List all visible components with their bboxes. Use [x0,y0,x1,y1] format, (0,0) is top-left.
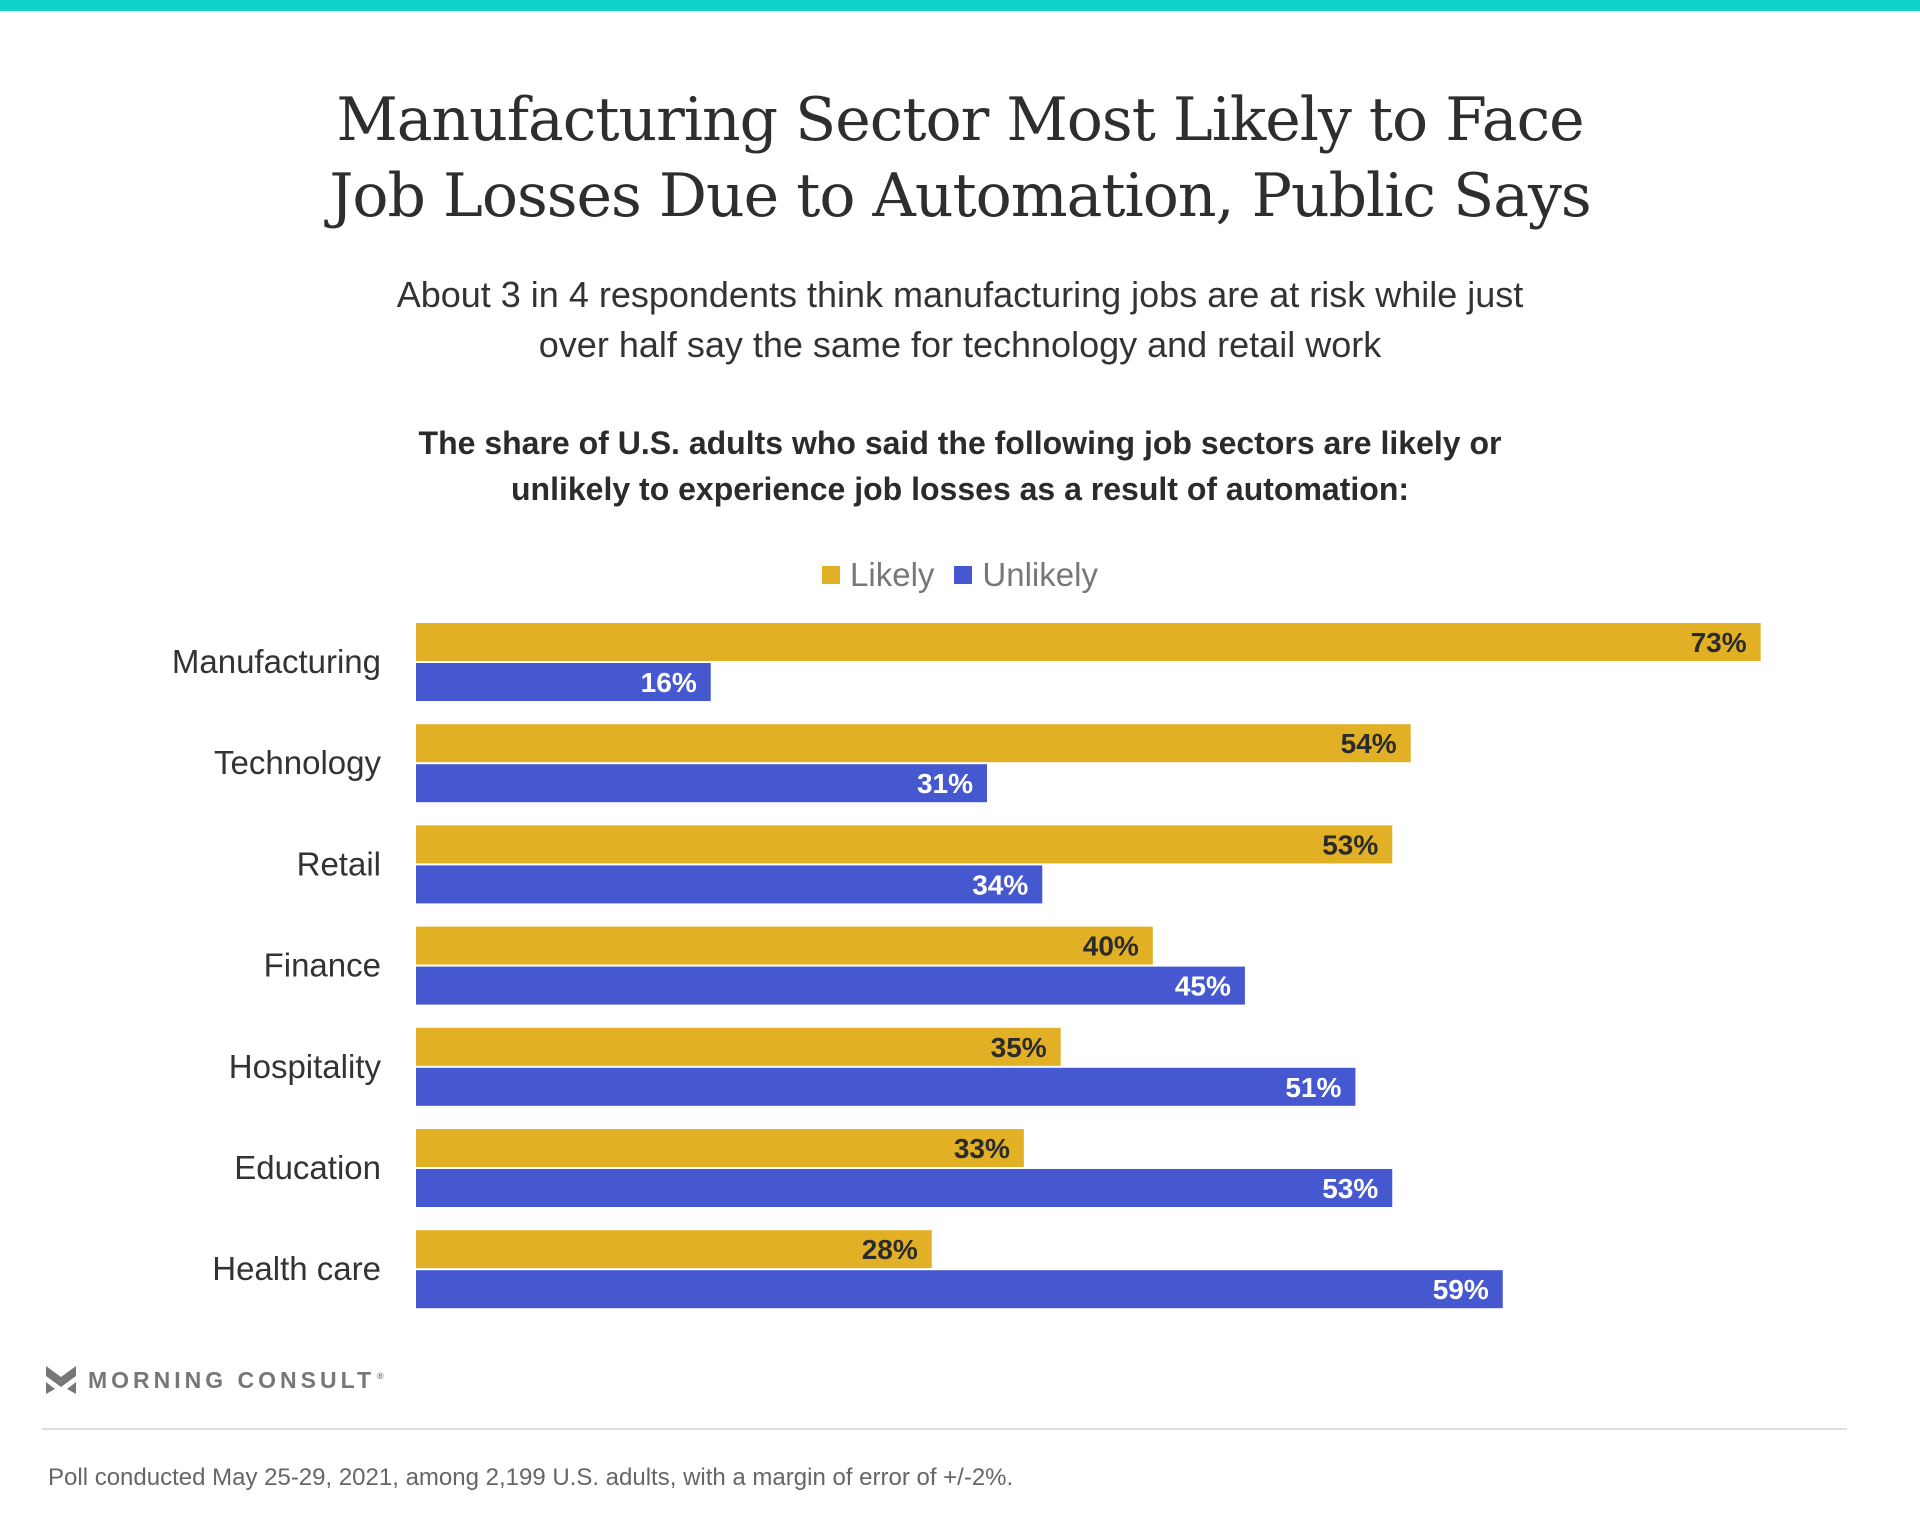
value-label-retail-likely: 53% [1322,829,1378,860]
value-label-hospitality-likely: 35% [991,1032,1047,1063]
legend-label-likely: Likely [850,556,935,593]
value-label-finance-likely: 40% [1083,931,1139,962]
category-label-education: Education [234,1149,381,1186]
chart-subtitle-line-2: over half say the same for technology an… [538,324,1382,365]
bar-finance-unlikely [416,966,1245,1005]
chart-question: The share of U.S. adults who said the fo… [0,420,1920,512]
legend-swatch-unlikely [954,566,973,584]
bar-retail-likely [416,825,1393,864]
value-label-finance-unlikely: 45% [1175,971,1231,1002]
chart-title-line-2: Job Losses Due to Automation, Public Say… [329,161,1591,231]
legend-swatch-likely [822,566,841,584]
category-label-health-care: Health care [212,1250,381,1287]
bar-education-unlikely [416,1169,1393,1207]
bar-education-likely [416,1129,1024,1167]
value-label-manufacturing-unlikely: 16% [641,667,697,698]
value-label-health-care-unlikely: 59% [1433,1274,1489,1305]
bar-hospitality-unlikely [416,1067,1356,1106]
brand-name: MORNING CONSULT ® [88,1367,384,1394]
bar-hospitality-likely [416,1027,1061,1066]
value-label-hospitality-unlikely: 51% [1285,1072,1341,1103]
bar-manufacturing-unlikely [416,663,711,701]
category-label-technology: Technology [214,744,381,781]
brand-name-text: MORNING CONSULT [88,1366,376,1393]
bar-health-care-unlikely [416,1270,1503,1309]
value-label-technology-likely: 54% [1341,728,1397,759]
value-label-health-care-likely: 28% [862,1234,918,1265]
legend-item-likely: Likely [822,556,934,594]
bar-retail-unlikely [416,865,1043,904]
category-label-hospitality: Hospitality [229,1048,382,1085]
legend-label-unlikely: Unlikely [982,556,1098,593]
legend: Likely Unlikely [0,555,1920,595]
value-label-education-likely: 33% [954,1133,1010,1164]
registered-mark: ® [377,1370,384,1381]
bar-manufacturing-likely [416,623,1761,661]
chart-question-line-1: The share of U.S. adults who said the fo… [418,425,1502,461]
brand-logo: MORNING CONSULT ® [46,1364,384,1396]
chart-question-line-2: unlikely to experience job losses as a r… [510,471,1410,507]
bar-technology-unlikely [416,764,988,803]
chart-title: Manufacturing Sector Most Likely to Face… [0,82,1920,234]
value-label-education-unlikely: 53% [1322,1173,1378,1204]
top-accent-bar [0,0,1920,11]
chart-subtitle: About 3 in 4 respondents think manufactu… [0,270,1920,370]
bar-finance-likely [416,926,1153,965]
chart-subtitle-line-1: About 3 in 4 respondents think manufactu… [396,274,1524,315]
category-label-finance: Finance [264,947,381,984]
footnote: Poll conducted May 25-29, 2021, among 2,… [48,1464,1014,1491]
morning-consult-logo-icon [46,1366,76,1394]
footer-divider [42,1428,1847,1430]
bar-technology-likely [416,724,1411,763]
value-label-technology-unlikely: 31% [917,768,973,799]
category-label-retail: Retail [297,845,381,882]
value-label-retail-unlikely: 34% [972,869,1028,900]
bar-health-care-likely [416,1230,932,1269]
legend-item-unlikely: Unlikely [954,556,1098,594]
value-label-manufacturing-likely: 73% [1691,627,1747,658]
category-label-manufacturing: Manufacturing [172,643,381,680]
chart-title-line-1: Manufacturing Sector Most Likely to Face [336,85,1584,155]
